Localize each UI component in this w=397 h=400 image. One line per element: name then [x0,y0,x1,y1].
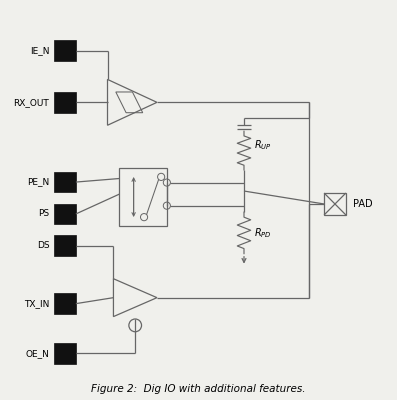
Polygon shape [54,92,76,113]
Polygon shape [54,204,76,224]
Text: $R_{PD}$: $R_{PD}$ [254,226,272,240]
Polygon shape [54,343,76,364]
Text: DS: DS [37,241,49,250]
Text: $R_{UP}$: $R_{UP}$ [254,138,272,152]
Text: Figure 2:  Dig IO with additional features.: Figure 2: Dig IO with additional feature… [91,384,306,394]
Polygon shape [54,40,76,61]
Text: PS: PS [38,210,49,218]
Text: RX_OUT: RX_OUT [13,98,49,107]
Text: TX_IN: TX_IN [24,299,49,308]
Text: PE_N: PE_N [27,178,49,186]
Text: OE_N: OE_N [25,349,49,358]
Polygon shape [54,293,76,314]
Polygon shape [54,172,76,192]
Polygon shape [54,236,76,256]
Text: PAD: PAD [353,199,373,209]
Text: IE_N: IE_N [30,46,49,55]
